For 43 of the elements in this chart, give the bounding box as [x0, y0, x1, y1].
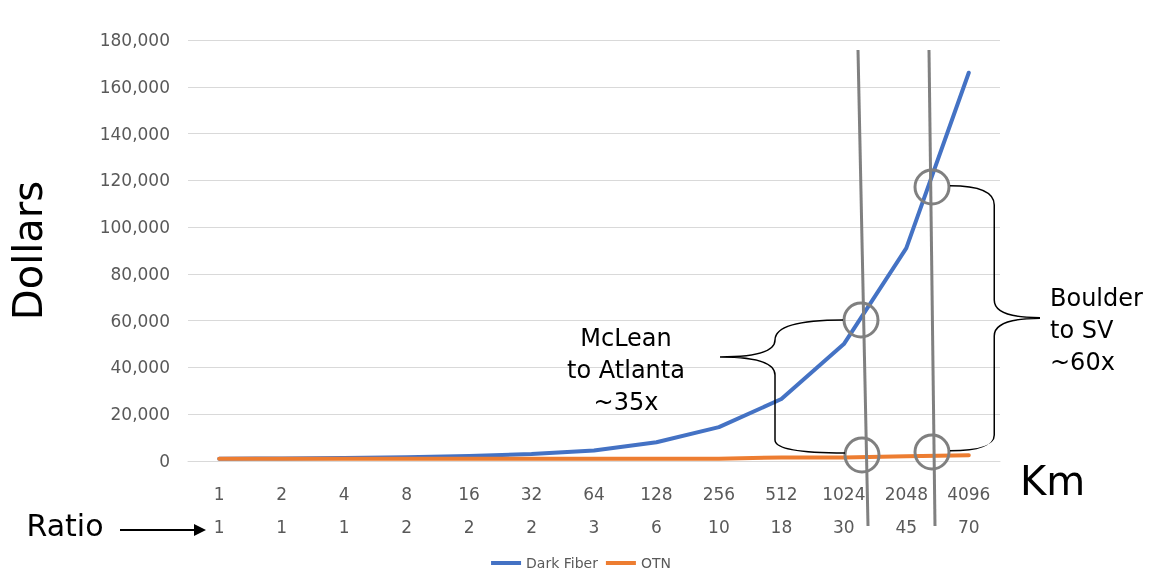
text: 18	[770, 517, 793, 537]
y-tick-label: 100,000	[99, 217, 170, 238]
text: 10	[708, 517, 730, 537]
x-axis-title: Km	[1020, 458, 1086, 504]
x-tick-label: 128	[640, 483, 673, 504]
text: Boulder to SV ~60x	[1050, 284, 1144, 376]
x-tick-label: 256	[702, 483, 736, 504]
x-tick-label: 16	[458, 483, 480, 504]
x-tick-label: 32	[520, 483, 543, 504]
y-tick-label: 60,000	[110, 310, 170, 331]
text: 1	[213, 517, 225, 537]
x-tick-label: 1	[213, 483, 225, 504]
x-tick-label: 4	[338, 483, 350, 504]
x-tick-label: 2	[276, 483, 288, 504]
x-tick-label: 512	[765, 483, 798, 504]
y-tick-label: 180,000	[99, 30, 170, 50]
x-tick-label: 1024	[822, 483, 866, 504]
text: 30	[833, 517, 855, 537]
annotation: McLean to Atlanta ~35x	[567, 324, 685, 416]
text: 3	[588, 517, 600, 537]
y-tick-label: 80,000	[110, 263, 170, 284]
text: 1	[276, 517, 288, 537]
text: 2	[401, 517, 413, 537]
text: 6	[651, 517, 662, 537]
legend-label: OTN	[640, 555, 671, 571]
y-tick-label: 40,000	[110, 357, 170, 378]
legend-label: Dark Fiber	[526, 555, 599, 571]
text: 45	[895, 517, 918, 537]
y-tick-label: 140,000	[99, 123, 170, 144]
y-tick-label: 160,000	[99, 76, 170, 97]
text: 2	[463, 517, 475, 537]
x-tick-label: 2048	[884, 483, 928, 504]
text: 2	[526, 517, 537, 537]
y-axis-title: Dollars	[5, 180, 51, 321]
y-tick-label: 20,000	[110, 404, 170, 425]
y-tick-label: 0	[159, 451, 170, 471]
text: 70	[957, 517, 980, 537]
text: 1	[338, 517, 350, 537]
x-tick-label: 8	[401, 483, 413, 504]
x-tick-label: 64	[583, 483, 605, 504]
y-tick-label: 120,000	[99, 170, 170, 191]
text: Ratio	[26, 507, 104, 543]
x-tick-label: 4096	[947, 483, 991, 504]
